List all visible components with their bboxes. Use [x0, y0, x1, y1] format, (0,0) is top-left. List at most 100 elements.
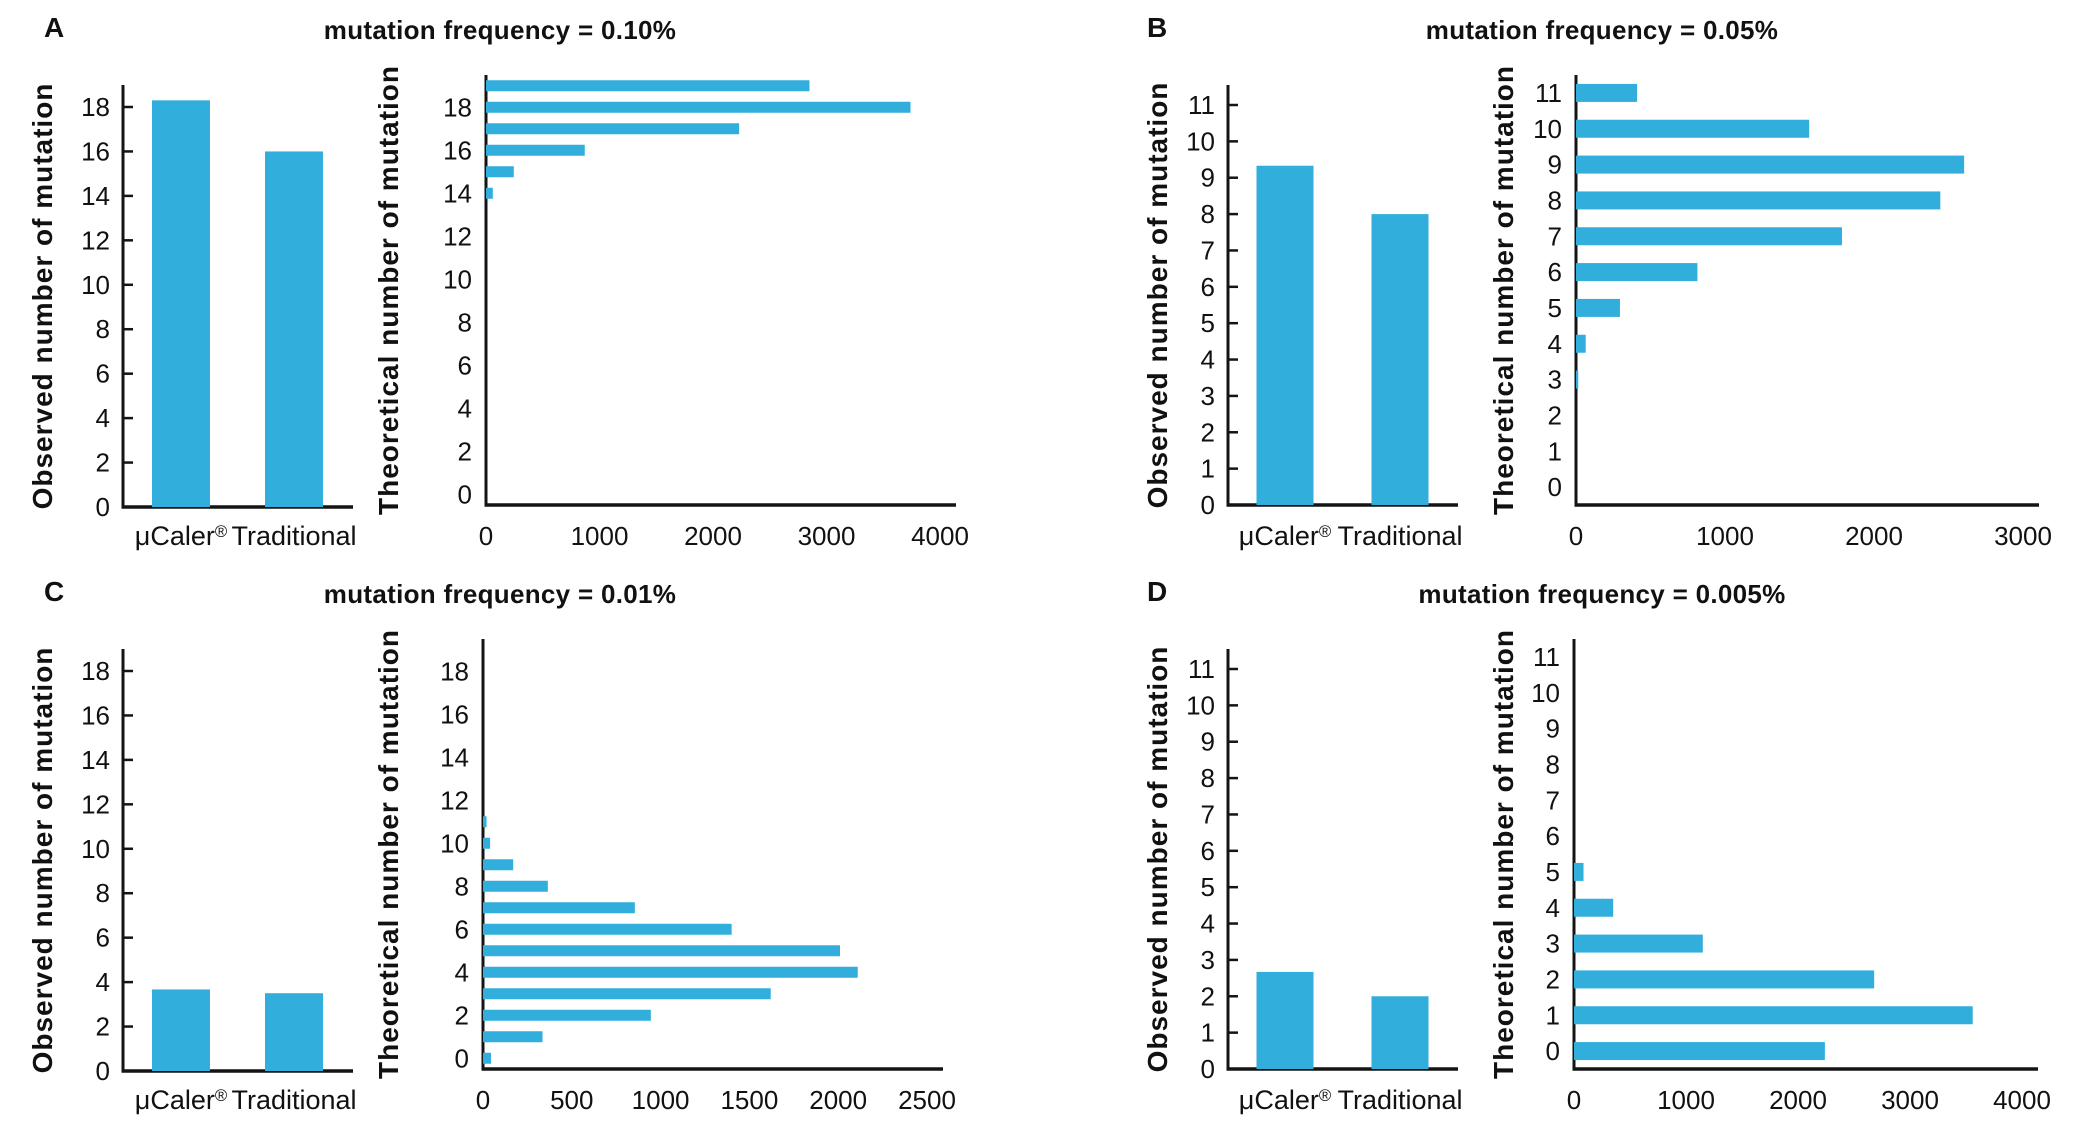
- y-category-label: 11: [1535, 78, 1562, 108]
- y-tick-label: 4: [96, 967, 110, 997]
- panel-letter: A: [44, 12, 65, 43]
- y-category-label: 10: [443, 264, 472, 294]
- y-category-label: 6: [1548, 257, 1562, 287]
- x-tick-label: 0: [1569, 521, 1583, 551]
- registered-mark: ®: [215, 1086, 228, 1105]
- y-tick-label: 4: [96, 403, 110, 433]
- theoretical-chart: 0 2 4 6 8 10 12 14 16 18 0 500 1000 1500 2000 2500 Theor…: [373, 629, 956, 1115]
- x-tick-label: 2000: [1769, 1085, 1827, 1115]
- x-tick-label: 0: [1567, 1085, 1581, 1115]
- y-category-label: 18: [443, 92, 472, 122]
- theoretical-chart: 0 2 4 6 8 10 12 14 16 18 0 1000 2000 3000 4000 Theoreti…: [373, 65, 969, 551]
- y-tick-label: 1: [1201, 1018, 1215, 1048]
- theoretical-bar: [1576, 370, 1579, 389]
- theoretical-chart: 0 1 2 3 4 5 6 7 8 9 10 11 0 1000 2000 3000 Theoretical n…: [1488, 65, 2052, 551]
- y-category-label: 12: [443, 221, 472, 251]
- y-category-label: 3: [1546, 929, 1560, 959]
- y-category-label: 0: [1546, 1036, 1560, 1066]
- y-tick-label: 0: [1201, 1054, 1215, 1084]
- y-tick-label: 6: [1201, 836, 1215, 866]
- observed-bar: [1256, 165, 1314, 505]
- theoretical-bar: [1574, 1006, 1973, 1025]
- theoretical-bar: [486, 80, 810, 92]
- observed-bar: [152, 989, 210, 1071]
- y-tick-label: 12: [81, 225, 110, 255]
- theoretical-bar: [1574, 898, 1614, 917]
- panel-letter: B: [1147, 12, 1168, 43]
- y-category-label: 1: [1548, 436, 1562, 466]
- y-category-label: 6: [455, 914, 469, 944]
- y-tick-label: 0: [96, 492, 110, 522]
- y-tick-label: 2: [96, 448, 110, 478]
- x-tick-label: 1000: [1657, 1085, 1715, 1115]
- y-category-label: 16: [443, 135, 472, 165]
- y-tick-label: 2: [96, 1012, 110, 1042]
- theoretical-bar: [483, 816, 487, 828]
- y-category-label: 2: [1548, 400, 1562, 430]
- panel-title: mutation frequency = 0.01%: [323, 579, 677, 609]
- y-category-label: 2: [1546, 964, 1560, 994]
- y-tick-label: 6: [96, 923, 110, 953]
- y-tick-label: 10: [81, 834, 110, 864]
- y-category-label: 9: [1546, 714, 1560, 744]
- observed-axis-title: Observed number of mutation: [1142, 646, 1173, 1073]
- y-category-label: 4: [1548, 329, 1562, 359]
- y-category-label: 16: [440, 699, 469, 729]
- y-tick-label: 3: [1201, 381, 1215, 411]
- category-label: Traditional: [231, 521, 356, 551]
- theoretical-bar: [483, 902, 635, 914]
- registered-mark: ®: [215, 522, 228, 541]
- y-category-label: 4: [458, 393, 472, 423]
- theoretical-bar: [483, 837, 491, 849]
- observed-bar: [265, 151, 323, 507]
- observed-bar: [1371, 214, 1429, 505]
- x-tick-label: 2000: [684, 521, 742, 551]
- y-category-label: 2: [458, 436, 472, 466]
- theoretical-axis-title: Theoretical number of mutation: [1488, 65, 1519, 515]
- y-category-label: 7: [1546, 785, 1560, 815]
- observed-chart: 0 2 4 6 8 10 12 14 16 18 μCaler® Traditional Observe…: [27, 83, 357, 551]
- theoretical-bar: [1574, 934, 1703, 953]
- y-category-label: 2: [455, 1000, 469, 1030]
- category-label: μCaler®: [135, 521, 228, 551]
- y-category-label: 6: [1546, 821, 1560, 851]
- x-tick-label: 3000: [798, 521, 856, 551]
- y-category-label: 8: [458, 307, 472, 337]
- theoretical-bar: [486, 101, 911, 113]
- observed-axis-title: Observed number of mutation: [1142, 82, 1173, 509]
- theoretical-bar: [1576, 191, 1941, 210]
- y-tick-label: 7: [1201, 235, 1215, 265]
- theoretical-bar: [486, 123, 740, 135]
- y-tick-label: 10: [1186, 690, 1215, 720]
- observed-axis-title: Observed number of mutation: [27, 83, 58, 510]
- y-category-label: 3: [1548, 365, 1562, 395]
- category-label: Traditional: [1337, 521, 1462, 551]
- observed-axis-title: Observed number of mutation: [27, 647, 58, 1074]
- x-tick-label: 3000: [1881, 1085, 1939, 1115]
- y-tick-label: 8: [96, 314, 110, 344]
- y-category-label: 10: [440, 828, 469, 858]
- y-tick-label: 2: [1201, 417, 1215, 447]
- y-tick-label: 0: [1201, 490, 1215, 520]
- theoretical-bar: [483, 945, 840, 957]
- y-category-label: 11: [1533, 642, 1560, 672]
- y-tick-label: 9: [1201, 163, 1215, 193]
- y-tick-label: 2: [1201, 981, 1215, 1011]
- panel-title: mutation frequency = 0.10%: [323, 15, 677, 45]
- y-category-label: 0: [458, 479, 472, 509]
- theoretical-axis-title: Theoretical number of mutation: [373, 629, 404, 1079]
- y-category-label: 5: [1548, 293, 1562, 323]
- x-tick-label: 1000: [571, 521, 629, 551]
- y-tick-label: 6: [96, 359, 110, 389]
- panel-title: mutation frequency = 0.005%: [1418, 579, 1786, 609]
- theoretical-axis-title: Theoretical number of mutation: [373, 65, 404, 515]
- y-tick-label: 11: [1188, 90, 1215, 120]
- theoretical-bar: [1576, 263, 1698, 282]
- y-tick-label: 5: [1201, 872, 1215, 902]
- registered-mark: ®: [1319, 522, 1332, 541]
- y-category-label: 14: [443, 178, 472, 208]
- y-tick-label: 14: [81, 181, 110, 211]
- x-tick-label: 1000: [1696, 521, 1754, 551]
- y-tick-label: 11: [1188, 654, 1215, 684]
- y-tick-label: 1: [1201, 454, 1215, 484]
